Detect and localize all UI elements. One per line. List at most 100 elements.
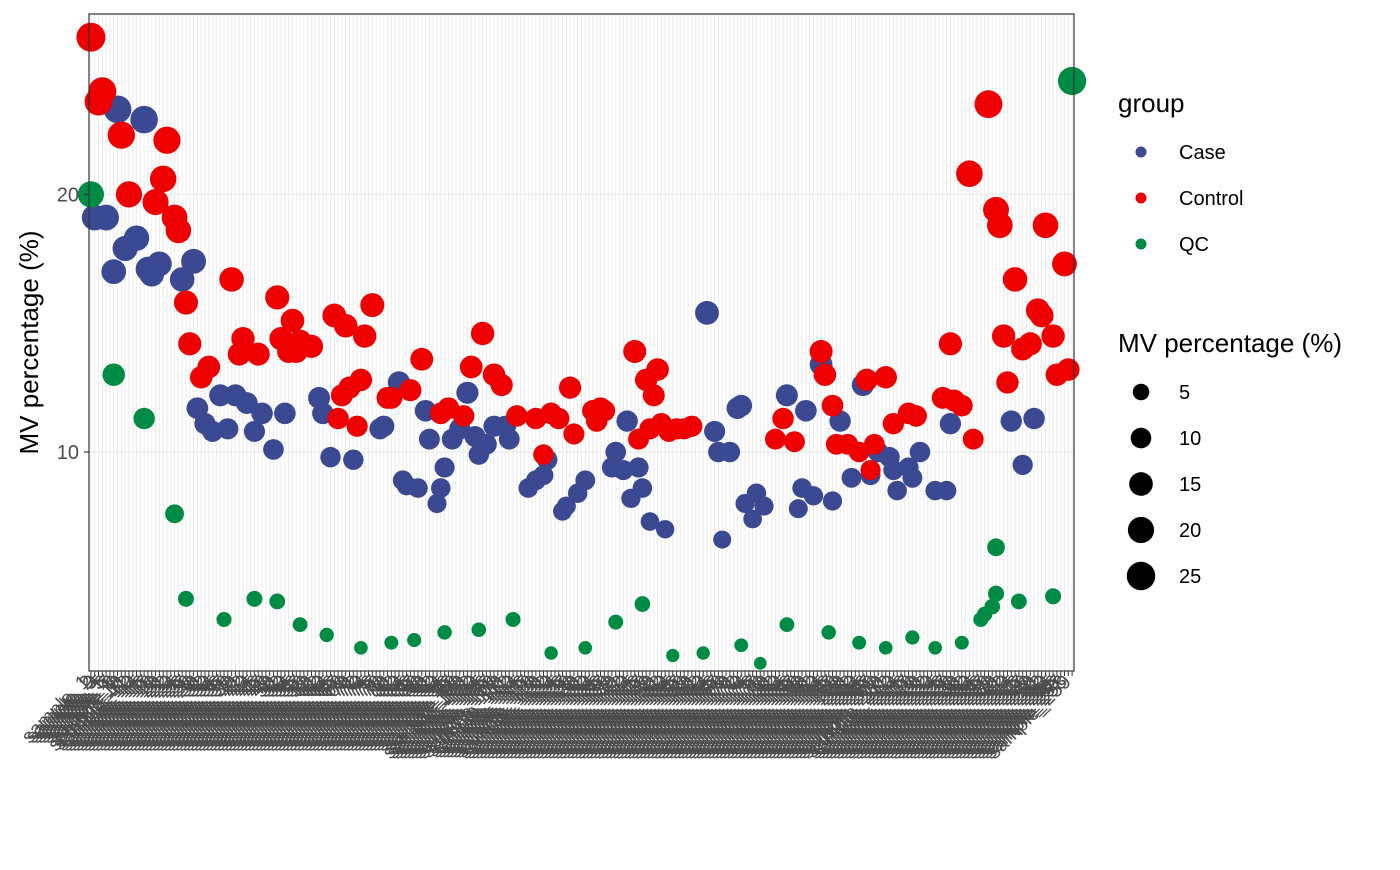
point-case bbox=[430, 478, 451, 498]
legend-label-case: Case bbox=[1179, 142, 1226, 164]
point-control bbox=[1029, 303, 1054, 328]
point-qc bbox=[178, 590, 194, 607]
point-qc bbox=[878, 640, 893, 655]
point-case bbox=[939, 412, 962, 435]
point-control bbox=[813, 363, 837, 386]
point-case bbox=[217, 418, 239, 440]
point-control bbox=[563, 423, 585, 445]
point-qc bbox=[102, 363, 125, 386]
point-qc bbox=[608, 614, 624, 630]
point-qc bbox=[753, 656, 767, 670]
point-case bbox=[713, 530, 732, 549]
point-qc bbox=[634, 596, 651, 612]
point-control bbox=[178, 332, 202, 356]
point-control bbox=[821, 394, 844, 417]
point-control bbox=[107, 121, 135, 149]
point-control bbox=[974, 90, 1003, 119]
point-case bbox=[434, 457, 455, 478]
point-qc bbox=[1057, 66, 1087, 96]
group-legend-title: group bbox=[1118, 88, 1185, 118]
y-axis-title: MV percentage (%) bbox=[14, 231, 44, 455]
point-case bbox=[754, 496, 774, 516]
point-case bbox=[181, 248, 207, 274]
point-control bbox=[772, 407, 794, 430]
point-case bbox=[841, 467, 862, 488]
point-control bbox=[470, 321, 495, 346]
point-case bbox=[795, 399, 817, 422]
point-control bbox=[327, 407, 349, 430]
point-case bbox=[655, 520, 675, 539]
point-case bbox=[1023, 407, 1045, 430]
point-qc bbox=[852, 635, 867, 650]
y-axis: 10 20 bbox=[57, 184, 89, 464]
size-legend-key bbox=[1130, 427, 1152, 449]
point-case bbox=[575, 470, 596, 491]
point-case bbox=[730, 394, 753, 417]
point-qc bbox=[954, 635, 969, 650]
point-control bbox=[991, 324, 1016, 348]
point-case bbox=[320, 446, 341, 468]
legend: group MV percentage (%) Case Control QC 5 10… bbox=[1118, 88, 1342, 591]
point-qc bbox=[696, 646, 710, 660]
series-case bbox=[81, 95, 1045, 549]
point-case bbox=[476, 433, 497, 455]
y-tick-label: 20 bbox=[57, 184, 79, 206]
point-control bbox=[173, 290, 199, 315]
point-control bbox=[681, 415, 703, 437]
point-case bbox=[803, 486, 824, 506]
point-control bbox=[996, 371, 1019, 394]
point-control bbox=[246, 342, 270, 366]
size-legend-label: 5 bbox=[1179, 382, 1190, 404]
point-qc bbox=[987, 538, 1005, 557]
point-qc bbox=[319, 627, 334, 643]
point-control bbox=[459, 355, 483, 379]
legend-key-qc bbox=[1135, 238, 1147, 250]
size-legend-key bbox=[1129, 472, 1153, 496]
point-qc bbox=[905, 630, 920, 645]
point-case bbox=[93, 204, 120, 231]
point-control bbox=[149, 165, 177, 193]
point-case bbox=[1000, 410, 1022, 432]
size-legend-label: 20 bbox=[1179, 520, 1201, 542]
size-legend-key bbox=[1127, 516, 1155, 544]
point-case bbox=[373, 415, 395, 437]
point-control bbox=[882, 412, 905, 435]
point-qc bbox=[133, 407, 155, 430]
legend-label-control: Control bbox=[1179, 188, 1243, 210]
point-case bbox=[235, 392, 258, 414]
point-control bbox=[88, 77, 117, 106]
point-control bbox=[962, 428, 984, 450]
point-control bbox=[987, 212, 1013, 239]
point-control bbox=[764, 428, 786, 450]
point-qc bbox=[821, 625, 836, 640]
point-control bbox=[380, 386, 403, 409]
data-points bbox=[76, 22, 1087, 670]
point-control bbox=[1018, 332, 1042, 356]
point-qc bbox=[505, 611, 521, 627]
point-qc bbox=[437, 625, 452, 640]
point-case bbox=[605, 441, 627, 463]
point-control bbox=[784, 431, 805, 453]
point-control bbox=[860, 459, 881, 481]
point-control bbox=[1002, 267, 1028, 292]
point-qc bbox=[984, 598, 1001, 615]
point-case bbox=[719, 441, 741, 463]
size-legend-key bbox=[1132, 383, 1150, 401]
point-qc bbox=[384, 635, 399, 650]
point-control bbox=[1041, 324, 1065, 348]
point-control bbox=[642, 384, 665, 407]
point-control bbox=[1032, 212, 1059, 239]
point-case bbox=[695, 300, 719, 325]
point-control bbox=[265, 285, 290, 310]
point-case bbox=[556, 496, 576, 516]
size-legend-label: 15 bbox=[1179, 474, 1201, 496]
point-control bbox=[809, 340, 833, 364]
point-control bbox=[646, 358, 669, 381]
point-control bbox=[593, 399, 616, 422]
point-case bbox=[743, 509, 762, 529]
point-control bbox=[938, 332, 963, 356]
point-qc bbox=[216, 611, 232, 627]
point-case bbox=[883, 459, 904, 481]
point-qc bbox=[666, 648, 680, 663]
